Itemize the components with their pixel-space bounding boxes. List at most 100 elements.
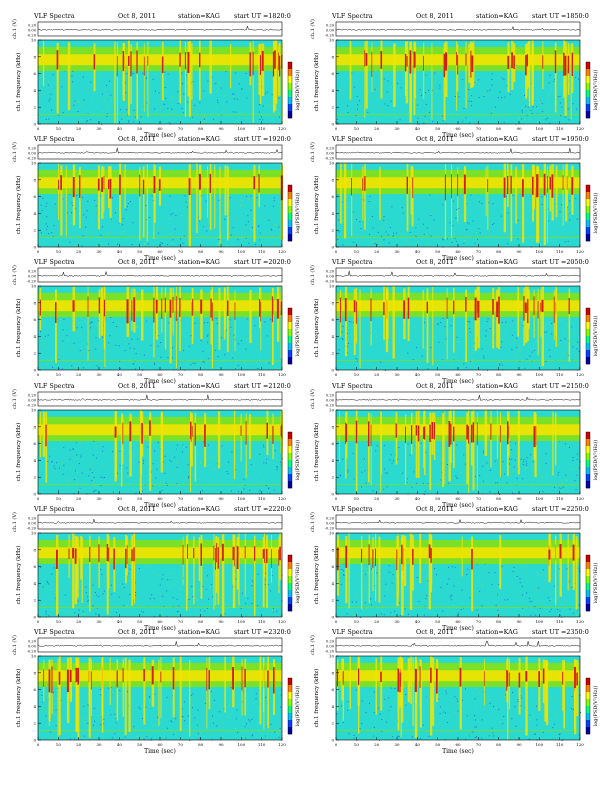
noise-speck: [540, 475, 542, 477]
noise-speck: [418, 218, 420, 220]
sferic-streak: [42, 41, 45, 86]
noise-speck: [258, 226, 259, 228]
noise-speck: [502, 105, 504, 107]
noise-speck: [272, 228, 274, 230]
x-tick-label: 90: [218, 619, 224, 624]
noise-speck: [102, 738, 104, 740]
noise-speck: [486, 608, 488, 610]
x-tick-label: 90: [218, 496, 224, 501]
noise-speck: [168, 108, 170, 110]
noise-speck: [437, 323, 439, 325]
noise-speck: [561, 490, 563, 492]
noise-speck: [102, 477, 104, 479]
sferic-peak: [200, 299, 203, 314]
sferic-streak: [430, 656, 433, 736]
noise-speck: [564, 601, 566, 603]
noise-speck: [456, 341, 458, 342]
sferic-streak: [56, 535, 59, 616]
noise-speck: [216, 91, 218, 93]
noise-speck: [111, 584, 112, 586]
noise-speck: [492, 609, 494, 611]
noise-speck: [43, 602, 45, 604]
noise-speck: [529, 119, 531, 120]
noise-speck: [252, 201, 253, 203]
noise-speck: [255, 218, 257, 220]
noise-speck: [196, 597, 198, 599]
noise-speck: [522, 345, 524, 347]
noise-speck: [524, 708, 526, 710]
emission-band-high: [38, 300, 282, 312]
sferic-streak: [397, 537, 398, 578]
noise-speck: [487, 696, 489, 697]
sferic-peak: [344, 298, 347, 322]
noise-speck: [172, 720, 174, 721]
noise-speck: [144, 455, 146, 457]
noise-speck: [75, 367, 77, 369]
x-tick-label: 60: [157, 126, 163, 131]
noise-speck: [467, 568, 469, 570]
noise-speck: [131, 113, 133, 115]
noise-speck: [383, 488, 385, 490]
sferic-peak: [370, 298, 372, 322]
noise-speck: [82, 76, 84, 78]
noise-speck: [464, 240, 466, 242]
noise-speck: [512, 571, 514, 572]
noise-speck: [279, 116, 280, 118]
x-tick-label: 10: [354, 126, 360, 131]
noise-speck: [79, 350, 81, 352]
sferic-peak: [472, 422, 475, 443]
noise-speck: [261, 116, 262, 118]
noise-speck: [162, 355, 164, 357]
noise-speck: [576, 210, 578, 212]
sferic-peak: [254, 546, 256, 561]
x-tick-label: 120: [278, 496, 286, 501]
noise-speck: [369, 702, 370, 704]
sferic-streak: [380, 656, 383, 711]
noise-speck: [492, 224, 494, 225]
sferic-peak: [403, 300, 406, 319]
noise-speck: [413, 728, 415, 730]
noise-speck: [92, 72, 94, 74]
noise-speck: [377, 714, 378, 716]
noise-speck: [170, 111, 172, 113]
noise-speck: [198, 453, 200, 455]
voltage-trace-frame: [335, 514, 581, 530]
noise-speck: [155, 90, 156, 92]
noise-speck: [521, 460, 523, 462]
colorbar-segment: [586, 62, 590, 70]
sferic-streak: [89, 535, 91, 612]
noise-speck: [558, 490, 560, 492]
colorbar-segment: [586, 699, 590, 707]
noise-speck: [71, 365, 73, 367]
noise-speck: [511, 718, 513, 720]
noise-speck: [527, 102, 529, 104]
noise-speck: [212, 715, 213, 717]
panel-station: station=KAG: [178, 628, 220, 636]
colorbar-segment: [288, 329, 292, 337]
noise-speck: [566, 479, 568, 481]
noise-speck: [456, 463, 458, 465]
noise-speck: [263, 444, 264, 446]
y-tick-label: 2: [331, 598, 334, 603]
noise-speck: [373, 341, 375, 342]
noise-speck: [121, 118, 123, 120]
noise-speck: [564, 244, 566, 246]
sferic-peak: [271, 549, 272, 569]
x-tick-label: 110: [258, 126, 266, 131]
noise-speck: [491, 84, 493, 86]
noise-speck: [361, 713, 363, 715]
noise-speck: [112, 491, 114, 493]
noise-speck: [229, 197, 231, 199]
noise-speck: [440, 732, 442, 734]
noise-speck: [521, 86, 523, 88]
noise-speck: [83, 458, 85, 460]
noise-speck: [136, 735, 138, 737]
noise-speck: [177, 103, 179, 104]
noise-speck: [504, 599, 506, 601]
noise-speck: [89, 365, 90, 367]
noise-speck: [116, 612, 117, 614]
noise-speck: [513, 193, 514, 195]
noise-speck: [540, 103, 542, 105]
sferic-streak: [417, 410, 420, 478]
noise-speck: [52, 74, 54, 76]
